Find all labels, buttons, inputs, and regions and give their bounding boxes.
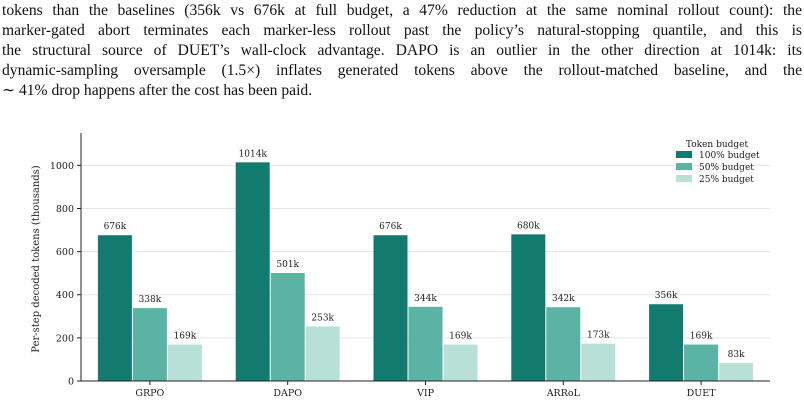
bar-value-label: 680k [517,221,540,231]
bar [235,162,270,381]
y-tick-label: 1000 [50,161,74,172]
legend-swatch [676,163,692,170]
axes: 0 200 400 600 800 1000 Per-step decoded tokens… [31,133,770,399]
bar-value-label: 1014k [239,149,268,159]
bar [97,235,132,381]
legend-label: 100% budget [699,151,760,161]
bar [719,363,754,381]
x-tick-label: ARRoL [546,388,581,399]
bar-value-label: 169k [449,332,472,342]
paragraph-line: ∼ 41% drop happens after the cost has be… [2,82,313,99]
legend-title: Token budget [686,140,749,150]
bar-value-label: 676k [379,222,402,232]
x-tick-label: VIP [416,388,435,399]
paragraph-line: tokens than the baselines (356k vs 676k … [2,2,802,19]
bar-value-label: 356k [655,291,678,301]
bar-value-label: 169k [174,332,197,342]
paragraph-line: marker-gated abort terminates each marke… [2,22,802,39]
x-tick-label: DUET [687,388,717,399]
paragraph-line: the structural source of DUET’s wall-clo… [2,42,802,59]
x-tick-label: GRPO [135,388,164,399]
bars: 676k 338k 169k 1014k 501k 253k 676k 344k 169k 680… [97,149,754,381]
bar-value-label: 173k [587,331,610,341]
y-axis-label: Per-step decoded tokens (thousands) [31,165,42,353]
body-paragraph: tokens than the baselines (356k vs 676k … [2,1,802,101]
token-budget-bar-chart: 676k 338k 169k 1014k 501k 253k 676k 344k 169k 680… [31,133,770,399]
bar [373,235,408,381]
y-tick-label: 800 [56,204,74,215]
bar [167,344,202,381]
y-tick-label: 400 [56,290,74,301]
bar [443,344,478,381]
bar [305,326,340,381]
bar [546,307,581,381]
bar-value-label: 501k [276,260,299,270]
bar-value-label: 169k [690,332,713,342]
bar [649,304,684,381]
bar-value-label: 83k [728,350,745,360]
bar [270,272,305,381]
bar [132,308,167,381]
bar-value-label: 344k [414,294,437,304]
x-tick-label: DAPO [273,388,302,399]
bar-value-label: 676k [104,222,127,232]
y-tick-label: 0 [68,377,74,388]
legend-label: 50% budget [699,163,754,173]
bar-value-label: 342k [552,294,575,304]
y-tick-label: 600 [56,247,74,258]
bar [581,343,616,381]
legend-label: 25% budget [699,175,754,185]
bar [684,344,719,381]
legend-swatch [676,151,692,158]
bar [511,234,546,381]
bar-value-label: 253k [311,313,334,323]
bar [408,306,443,381]
legend-swatch [676,175,692,182]
paragraph-line: dynamic-sampling oversample (1.5×) infla… [2,62,802,79]
bar-value-label: 338k [139,295,162,305]
y-tick-label: 200 [56,333,74,344]
